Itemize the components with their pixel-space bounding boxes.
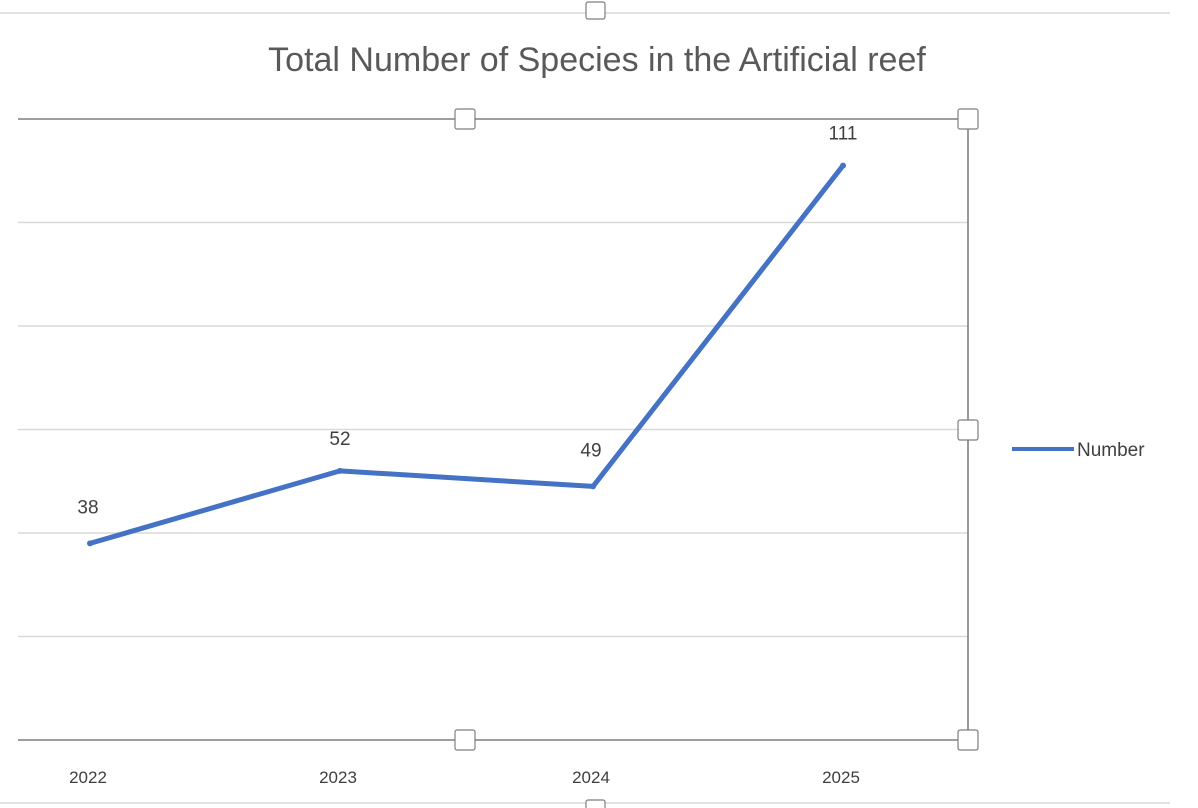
series-line-number[interactable]: [87, 163, 846, 546]
x-axis-tick-labels: 2022 2023 2024 2025: [69, 768, 860, 787]
data-labels-group: 38 52 49 111: [77, 124, 857, 519]
data-point-2022[interactable]: [87, 540, 93, 547]
plot-resize-handle-middle-right[interactable]: [957, 419, 979, 441]
chart-title: Total Number of Species in the Artificia…: [268, 41, 926, 79]
x-tick-label: 2022: [69, 768, 107, 787]
plot-resize-handle-top-right[interactable]: [957, 108, 979, 130]
data-point-2023[interactable]: [337, 467, 343, 474]
x-tick-label: 2025: [822, 768, 860, 787]
data-point-2025[interactable]: [840, 162, 846, 169]
plot-resize-handle-top-middle[interactable]: [454, 108, 476, 130]
legend[interactable]: Number: [1012, 440, 1145, 461]
plot-resize-handle-bottom-right[interactable]: [957, 729, 979, 751]
series-group: [87, 162, 846, 547]
chart-resize-handle-top[interactable]: [585, 1, 606, 20]
data-label-2025: 111: [829, 124, 858, 145]
data-point-2024[interactable]: [590, 483, 596, 490]
x-tick-label: 2024: [572, 768, 610, 787]
plot-resize-handle-bottom-middle[interactable]: [454, 729, 476, 751]
data-label-2022: 38: [77, 497, 98, 518]
data-label-2024: 49: [580, 440, 601, 461]
chart-resize-handle-bottom[interactable]: [585, 799, 606, 808]
data-label-2023: 52: [329, 429, 350, 450]
gridlines: [18, 221, 968, 638]
legend-label-number: Number: [1077, 440, 1145, 461]
x-tick-label: 2023: [319, 768, 357, 787]
